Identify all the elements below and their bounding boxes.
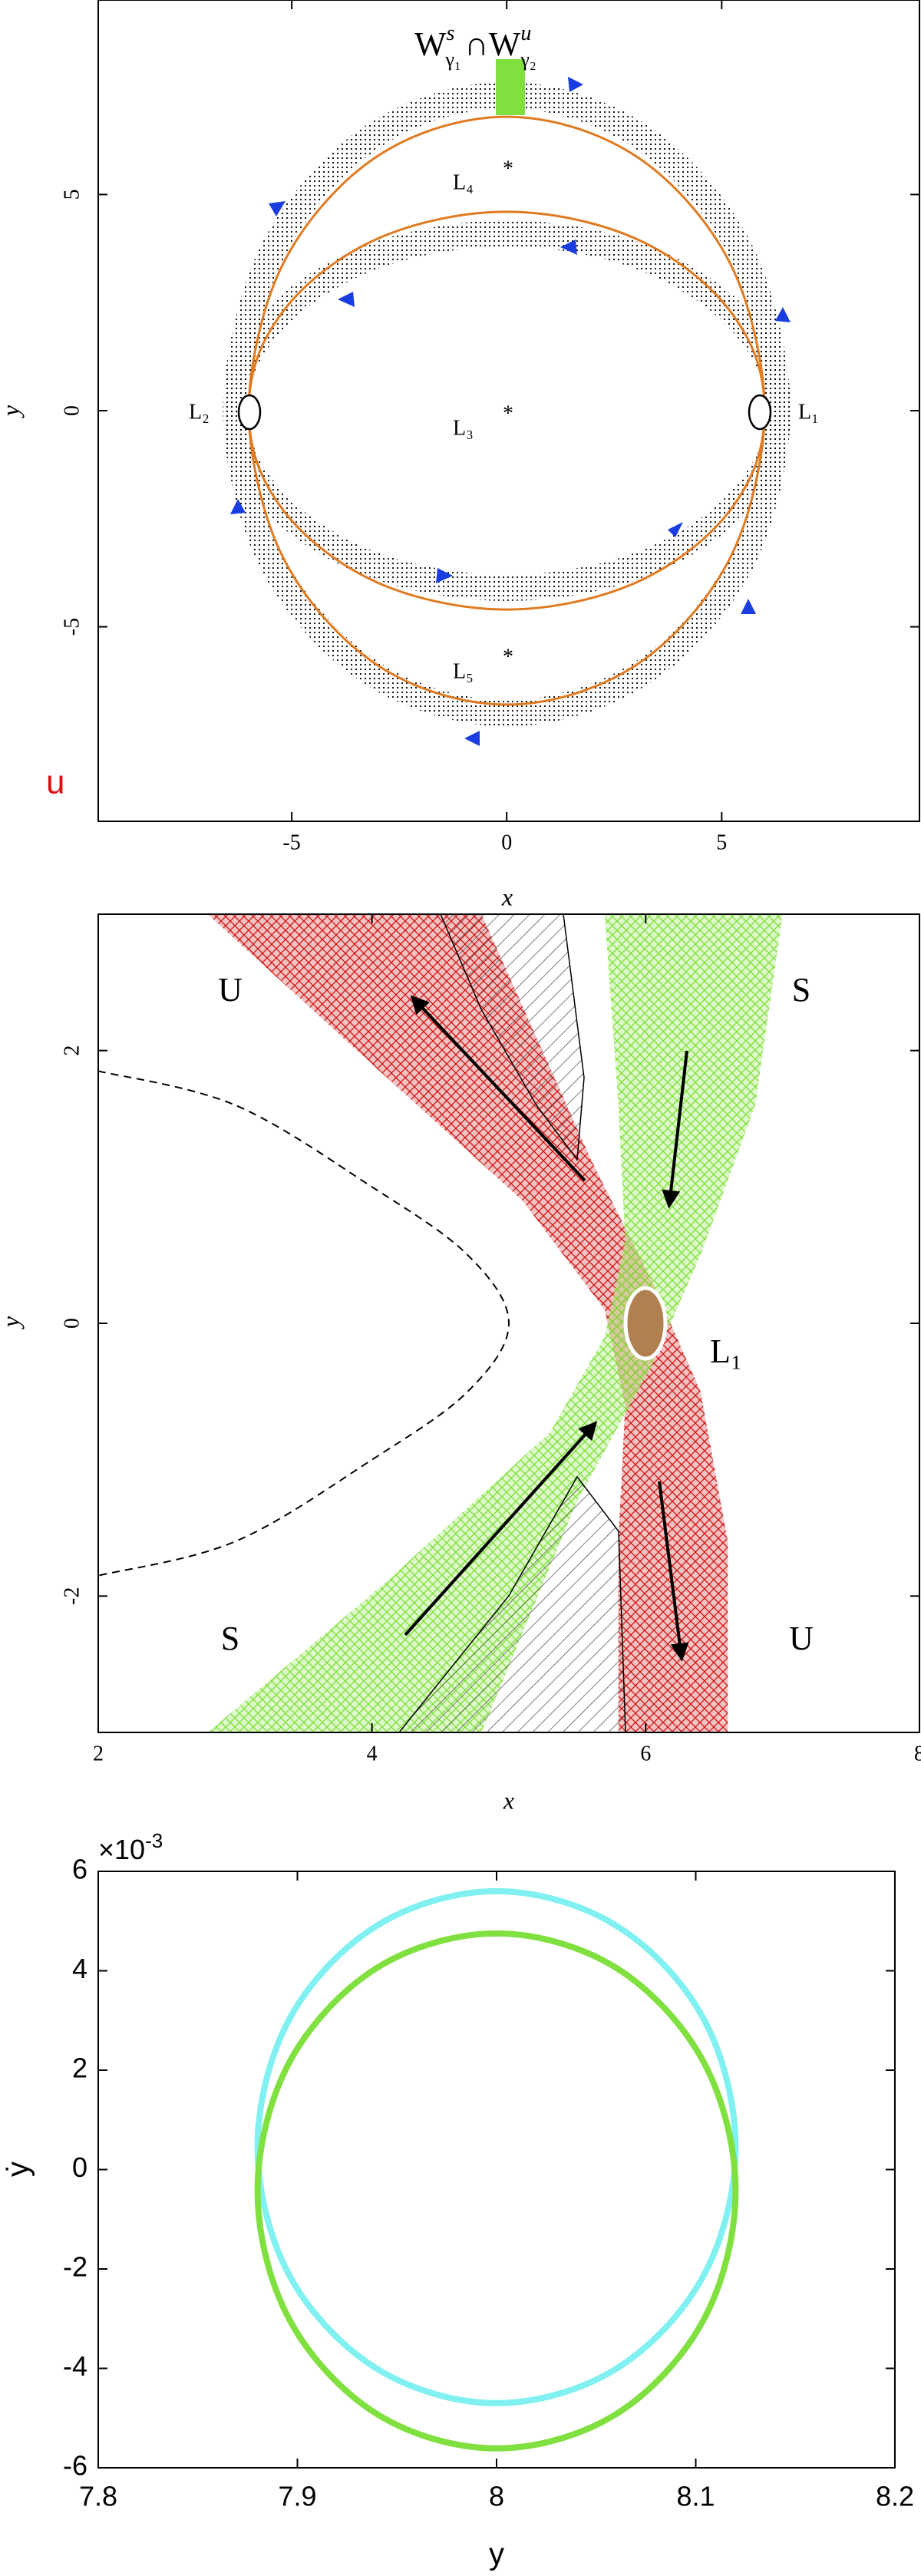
l3-point: *: [503, 401, 513, 425]
flow-arrow: [230, 499, 246, 514]
l5-point: *: [503, 645, 513, 669]
orbit-curve: [254, 1887, 739, 2406]
region-label: U: [789, 1620, 814, 1657]
flow-arrow: [668, 522, 683, 537]
plot-area: [254, 1887, 739, 2452]
flow-arrow: [269, 201, 286, 216]
flow-arrow: [658, 1481, 689, 1662]
exponent: -3: [145, 1829, 163, 1852]
x-tick-label: 8: [914, 1742, 921, 1765]
l1-orbit: [623, 1286, 668, 1361]
flow-arrow: [404, 1421, 598, 1636]
x-tick-label: 4: [367, 1742, 378, 1765]
manifold-label: Ws γ₁∩Wu γ₂: [414, 21, 536, 71]
y-tick-label: 0: [60, 405, 84, 416]
plot-area: [98, 914, 783, 1732]
flow-arrow: [568, 77, 583, 92]
y-tick-label: 0: [72, 2152, 87, 2183]
exponent-label: ×10-3: [98, 1829, 163, 1865]
manifold-band: [207, 914, 783, 1732]
flow-arrow: [775, 307, 791, 322]
x-axis-label: x: [501, 883, 513, 910]
sup: s: [447, 21, 455, 45]
l5-label: L₅: [453, 659, 474, 683]
y-tick-label: 2: [72, 2053, 87, 2084]
l1-label: L₁: [798, 400, 819, 424]
x-tick-label: 8.2: [876, 2481, 914, 2512]
l2-label: L₂: [189, 400, 210, 424]
forbidden-region: [398, 1475, 626, 1733]
y-tick-label: -6: [63, 2450, 87, 2482]
l1-orbit: [748, 394, 772, 431]
y-tick-label: 5: [60, 189, 84, 200]
l4-point: *: [503, 157, 513, 180]
y-tick-label: 4: [72, 1953, 87, 1984]
sup: u: [520, 21, 531, 45]
y-axis-label: y: [0, 405, 24, 418]
intersection-marker: [496, 59, 525, 115]
region-label: U: [218, 971, 243, 1009]
panel-letter: u: [46, 764, 64, 801]
flow-arrows: [230, 77, 791, 746]
multiplier: ×10: [98, 1834, 145, 1865]
flow-arrow: [560, 239, 577, 255]
orbit-curve: [223, 220, 791, 727]
sub: γ₂: [520, 48, 536, 71]
cap: ∩: [464, 25, 489, 63]
l3-label: L₃: [453, 416, 474, 440]
flow-arrow: [410, 995, 586, 1182]
l2-orbit: [237, 394, 262, 431]
y-tick-label: 2: [60, 1045, 84, 1056]
x-tick-label: 7.8: [79, 2481, 117, 2512]
y-axis-label: y: [0, 1316, 24, 1329]
y-tick-label: -5: [60, 618, 84, 636]
x-axis-label: x: [503, 1786, 514, 1814]
x-tick-label: 8.1: [676, 2481, 715, 2512]
flow-arrow: [464, 731, 480, 746]
w: W: [489, 25, 521, 63]
flow-arrow: [741, 599, 756, 614]
orbit-curve: [98, 1070, 510, 1577]
x-tick-label: 8: [489, 2481, 504, 2512]
y-tick-label: -4: [63, 2350, 87, 2382]
plot-frame: [97, 1871, 896, 2469]
y-axis-label: ẏ: [2, 2162, 35, 2177]
marks: -5 0 5 -5 0 5 2 4 6 8 -2 0 2 7.8 7.9 8 8.1 8.2 -6 -4 -2 0 2 4 6: [60, 0, 921, 2512]
plot-area: [223, 81, 791, 727]
y-tick-label: 0: [60, 1318, 84, 1329]
x-tick-label: -5: [282, 831, 300, 854]
region-label: S: [221, 1620, 239, 1657]
flow-arrow: [338, 292, 355, 307]
x-tick-label: 5: [716, 831, 727, 854]
sub: γ₁: [444, 48, 461, 71]
x-axis-label: y: [489, 2538, 504, 2571]
w: W: [414, 25, 447, 63]
x-tick-label: 7.9: [278, 2481, 316, 2512]
orbit-curve: [254, 1930, 739, 2452]
forbidden-region: [439, 913, 585, 1162]
orbit-curve: [247, 210, 766, 706]
y-tick-label: -2: [63, 2251, 87, 2283]
region-label: S: [792, 971, 810, 1009]
flow-arrows: [404, 995, 689, 1662]
x-tick-label: 2: [93, 1742, 104, 1765]
y-tick-label: -2: [60, 1587, 84, 1605]
y-tick-label: 6: [72, 1854, 87, 1885]
x-tick-label: 6: [640, 1742, 651, 1765]
x-tick-label: 0: [501, 831, 512, 854]
l1-label: L₁: [710, 1333, 742, 1370]
l4-label: L₄: [453, 170, 474, 194]
flow-arrow: [662, 1050, 688, 1209]
flow-arrow: [436, 568, 453, 583]
